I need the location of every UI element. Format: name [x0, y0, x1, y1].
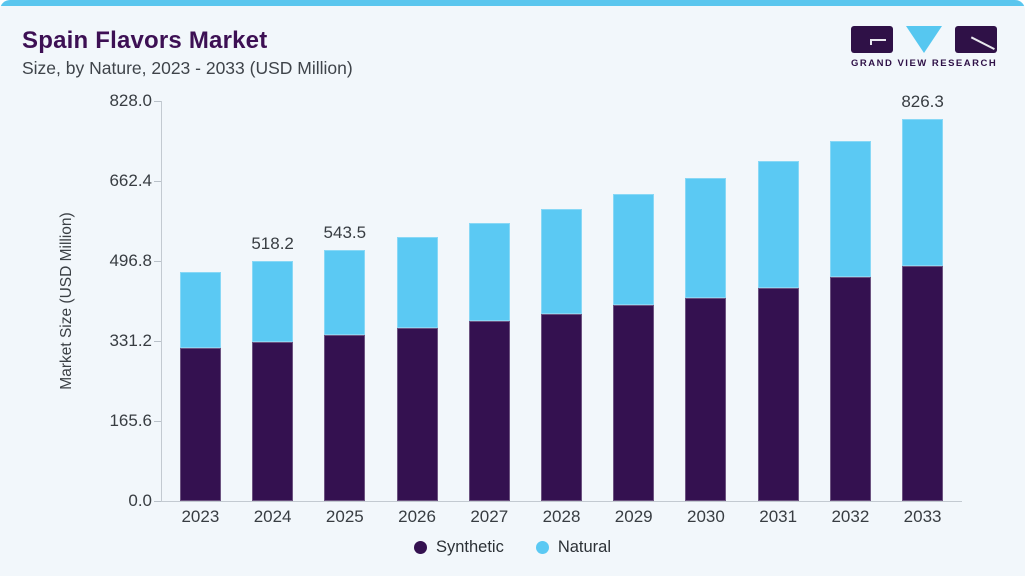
bar-2033-synthetic-segment [902, 266, 944, 501]
y-tick-mark [154, 101, 161, 102]
x-tick-label-2026: 2026 [398, 507, 436, 526]
bar-2033-natural-segment [902, 118, 944, 267]
g-glyph-mark [870, 39, 886, 45]
bar-2027-natural-segment [468, 222, 510, 321]
y-tick-label: 165.6 [109, 411, 152, 430]
x-tick-label-2023: 2023 [181, 507, 220, 526]
x-tick-label-2027: 2027 [470, 507, 509, 526]
bar-2024-synthetic-segment [252, 341, 294, 501]
legend-item-natural: Natural [535, 538, 612, 557]
x-tick-label-2029: 2029 [614, 507, 653, 526]
y-tick-mark [154, 181, 161, 182]
bar-2028-synthetic-segment [541, 313, 582, 501]
bar-2023-natural-segment [179, 272, 221, 348]
y-tick-label: 496.8 [109, 251, 152, 270]
gvr-logo-r-icon [955, 26, 997, 53]
y-axis-line [161, 101, 162, 501]
y-tick-mark [154, 421, 161, 422]
legend-label: Natural [557, 538, 612, 556]
x-tick-label-2032: 2032 [831, 507, 870, 526]
bar-2032-synthetic-segment [829, 277, 871, 501]
gvr-logo-wordmark: GRAND VIEW RESEARCH [851, 58, 998, 69]
x-tick-label-2033: 2033 [903, 507, 942, 526]
y-tick-label: 0.0 [128, 491, 152, 510]
bar-2023 [179, 272, 221, 501]
bar-2026-natural-segment [396, 236, 438, 329]
page-title: Spain Flavors Market [22, 27, 268, 54]
bar-2027 [468, 222, 510, 501]
bar-2024-natural-segment [252, 261, 294, 342]
x-tick-label-2028: 2028 [542, 507, 581, 526]
x-tick-label-2031: 2031 [759, 507, 798, 526]
bar-2029-synthetic-segment [613, 305, 655, 501]
bar-2030-natural-segment [685, 178, 727, 298]
chart-legend: Synthetic Natural [0, 538, 1025, 557]
legend-dot-natural [535, 541, 549, 554]
gvr-logo-v-icon [906, 26, 942, 53]
bar-2030 [685, 178, 727, 501]
y-tick-mark [154, 341, 161, 342]
y-tick-mark [154, 501, 161, 502]
total-label-2025: 543.5 [323, 222, 367, 242]
x-tick-label-2024: 2024 [253, 507, 292, 526]
bar-2026 [396, 236, 438, 501]
bar-2023-synthetic-segment [179, 347, 221, 501]
bar-2029-natural-segment [613, 193, 655, 306]
bar-2026-synthetic-segment [396, 328, 438, 501]
bar-2025-synthetic-segment [324, 335, 366, 501]
total-label-2033: 826.3 [901, 91, 944, 111]
x-tick-label-2030: 2030 [687, 507, 725, 526]
bar-2029 [613, 193, 655, 501]
bar-2032 [829, 140, 871, 501]
legend-dot-synthetic [413, 541, 427, 554]
y-axis-title: Market Size (USD Million) [58, 212, 75, 390]
gvr-logo-shapes [851, 26, 997, 53]
legend-item-synthetic: Synthetic [413, 538, 504, 557]
bar-2031-synthetic-segment [757, 287, 799, 501]
top-accent-bar [0, 0, 1025, 6]
y-tick-mark [154, 261, 161, 262]
bar-2028-natural-segment [541, 208, 582, 314]
bar-2030-synthetic-segment [685, 297, 727, 501]
bar-2032-natural-segment [829, 140, 871, 277]
total-label-2024: 518.2 [251, 234, 294, 254]
gvr-logo-g-icon [851, 26, 893, 53]
bar-2025-natural-segment [324, 249, 366, 336]
bar-2024 [252, 261, 294, 501]
legend-label: Synthetic [435, 538, 504, 556]
y-tick-label: 828.0 [109, 91, 152, 110]
bar-2027-synthetic-segment [468, 320, 510, 501]
r-glyph-mark [970, 36, 995, 50]
bar-2031-natural-segment [757, 160, 799, 288]
x-tick-label-2025: 2025 [325, 507, 364, 526]
y-tick-label: 331.2 [109, 331, 152, 350]
grand-view-research-logo: GRAND VIEW RESEARCH [851, 26, 997, 69]
chart-subtitle: Size, by Nature, 2023 - 2033 (USD Millio… [22, 58, 353, 78]
y-tick-label: 662.4 [109, 171, 152, 190]
bar-2033 [902, 118, 944, 501]
bar-2031 [757, 160, 799, 501]
bar-2028 [541, 208, 582, 501]
bar-2025 [324, 249, 366, 501]
x-axis-line [161, 501, 962, 502]
